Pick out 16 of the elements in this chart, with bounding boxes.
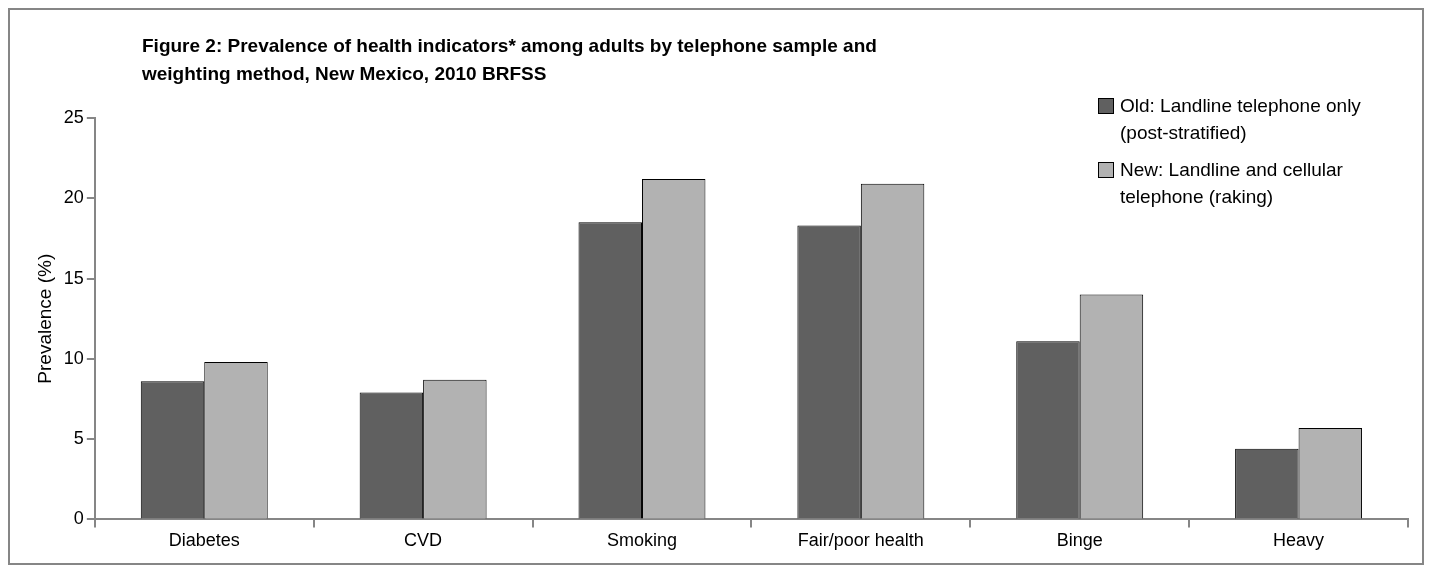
y-tick-label: 10 bbox=[63, 347, 84, 368]
y-tick-label: 25 bbox=[63, 106, 84, 127]
x-tick-label: Binge bbox=[1056, 530, 1103, 551]
y-tick-label: 15 bbox=[63, 267, 84, 288]
legend-label: Old: Landline telephone only (post-stratified) bbox=[1120, 94, 1362, 145]
x-tick-label: Heavy bbox=[1273, 530, 1325, 551]
x-tick-label: Fair/poor health bbox=[797, 530, 924, 551]
x-tick-label: Diabetes bbox=[168, 530, 240, 551]
x-tick-label: CVD bbox=[404, 530, 443, 551]
y-tick-label: 20 bbox=[63, 187, 84, 208]
legend-label: New: Landline and cellular telephone (raking) bbox=[1120, 158, 1344, 209]
y-axis-title: Prevalence (%) bbox=[33, 253, 55, 384]
y-tick-label: 5 bbox=[73, 428, 84, 449]
chart-title: Figure 2: Prevalence of health indicators* among adults by telephone sample and weighting method, New Mexico, 2010 BRFSS bbox=[142, 34, 878, 86]
x-tick-label: Smoking bbox=[606, 530, 677, 551]
y-tick-label: 0 bbox=[73, 508, 84, 529]
